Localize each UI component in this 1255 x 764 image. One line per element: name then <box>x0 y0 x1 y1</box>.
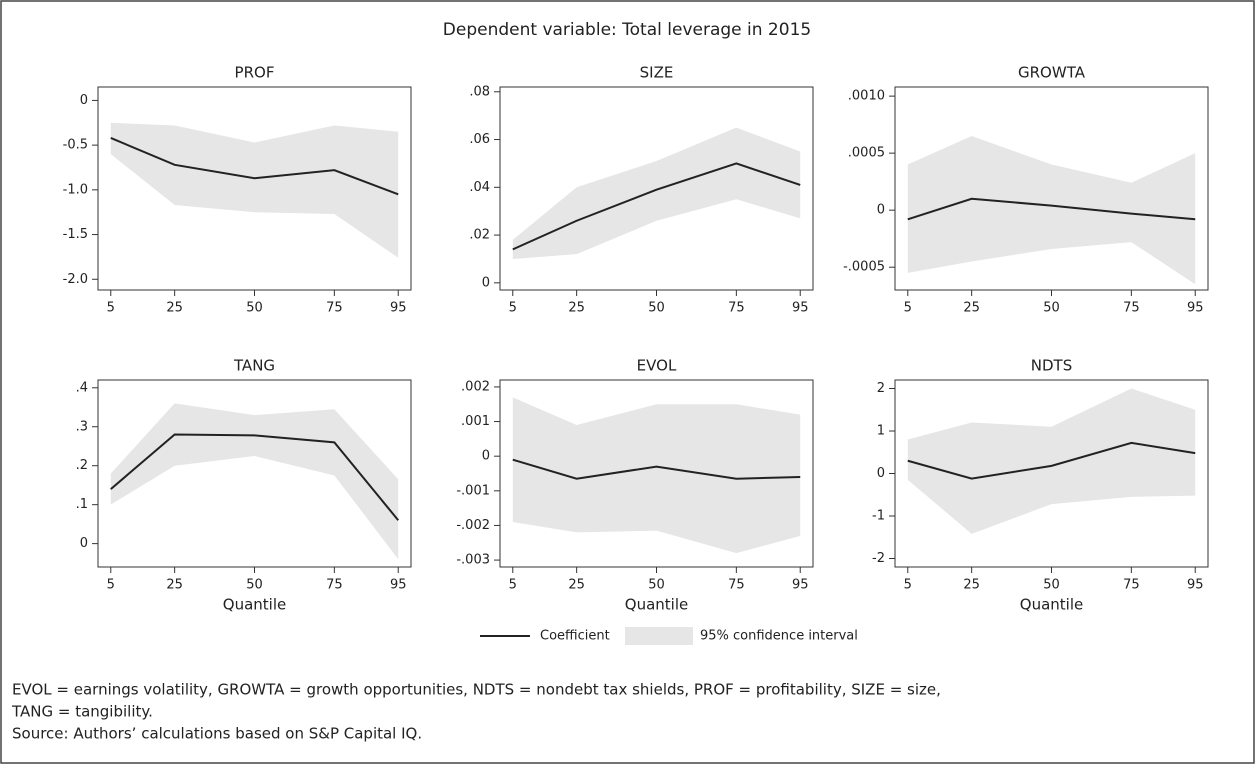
y-tick-label: .0005 <box>848 146 885 161</box>
x-tick-label: 75 <box>728 301 745 316</box>
x-tick-label: 5 <box>904 578 912 593</box>
y-tick-label: 0 <box>877 203 885 218</box>
y-tick-label: -2 <box>872 551 885 566</box>
y-tick-label: 0 <box>482 449 490 464</box>
y-tick-label: -1 <box>872 509 885 524</box>
note: Source: Authors’ calculations based on S… <box>12 725 422 743</box>
x-tick-label: 25 <box>963 301 980 316</box>
coefficient-line <box>110 433 399 521</box>
x-tick-label: 95 <box>1187 301 1204 316</box>
y-tick-label: .06 <box>469 132 490 147</box>
y-tick-label: 2 <box>877 381 885 396</box>
y-tick-label: .3 <box>76 419 88 434</box>
x-tick-label: 5 <box>107 578 115 593</box>
y-tick-label: 0 <box>80 536 88 551</box>
coefficient-line <box>512 162 801 251</box>
x-tick-label: 95 <box>792 578 809 593</box>
x-tick-label: 50 <box>1043 301 1060 316</box>
x-tick-label: 50 <box>648 578 665 593</box>
confidence-band <box>512 397 801 554</box>
x-tick-label: 50 <box>1043 578 1060 593</box>
x-tick-label: 75 <box>1123 301 1140 316</box>
y-tick-label: -.001 <box>456 483 490 498</box>
y-tick-label: .04 <box>469 180 490 195</box>
x-tick-label: 75 <box>1123 578 1140 593</box>
x-tick-label: 95 <box>792 301 809 316</box>
y-tick-label: .1 <box>76 497 88 512</box>
x-axis-label: Quantile <box>1020 596 1083 614</box>
confidence-band <box>907 136 1196 285</box>
x-tick-label: 95 <box>390 301 407 316</box>
y-tick-label: 0 <box>482 275 490 290</box>
y-tick-label: -1.5 <box>63 227 88 242</box>
panel-title: PROF <box>235 64 275 82</box>
y-tick-label: .0010 <box>848 89 885 104</box>
y-tick-label: -.003 <box>456 553 490 568</box>
y-tick-label: 0 <box>877 466 885 481</box>
y-tick-label: -1.0 <box>63 182 88 197</box>
y-tick-label: 0 <box>80 93 88 108</box>
panel-title: TANG <box>233 357 275 375</box>
y-tick-label: -.002 <box>456 518 490 533</box>
legend-label: 95% confidence interval <box>700 629 858 644</box>
coefficient-line <box>512 458 801 480</box>
y-tick-label: .2 <box>76 458 88 473</box>
x-tick-label: 75 <box>728 578 745 593</box>
y-tick-label: 1 <box>877 424 885 439</box>
y-tick-label: .02 <box>469 228 490 243</box>
coefficient-line <box>907 197 1196 221</box>
confidence-band <box>512 127 801 259</box>
legend-label: Coefficient <box>540 629 610 644</box>
x-tick-label: 25 <box>166 578 183 593</box>
x-tick-label: 25 <box>963 578 980 593</box>
y-tick-label: -2.0 <box>63 272 88 287</box>
figure-title: Dependent variable: Total leverage in 20… <box>443 20 811 40</box>
panel-title: SIZE <box>640 64 674 82</box>
x-axis-label: Quantile <box>625 596 688 614</box>
x-tick-label: 50 <box>648 301 665 316</box>
y-tick-label: .08 <box>469 84 490 99</box>
x-tick-label: 50 <box>246 301 263 316</box>
x-tick-label: 5 <box>509 301 517 316</box>
note: TANG = tangibility. <box>11 703 153 721</box>
x-tick-label: 5 <box>904 301 912 316</box>
x-tick-label: 95 <box>1187 578 1204 593</box>
y-tick-label: -.0005 <box>843 260 885 275</box>
x-tick-label: 75 <box>326 301 343 316</box>
panel-title: EVOL <box>637 357 677 375</box>
panel-title: NDTS <box>1031 357 1072 375</box>
y-tick-label: .4 <box>76 380 88 395</box>
x-axis-label: Quantile <box>223 596 286 614</box>
x-tick-label: 5 <box>509 578 517 593</box>
coefficient-line <box>110 137 399 196</box>
confidence-band <box>907 388 1196 534</box>
panel-title: GROWTA <box>1018 64 1086 82</box>
x-tick-label: 95 <box>390 578 407 593</box>
y-tick-label: -0.5 <box>63 138 88 153</box>
confidence-band <box>110 122 399 258</box>
coefficient-line <box>907 441 1196 480</box>
x-tick-label: 50 <box>246 578 263 593</box>
legend-swatch <box>625 627 693 645</box>
x-tick-label: 25 <box>166 301 183 316</box>
x-tick-label: 75 <box>326 578 343 593</box>
x-tick-label: 25 <box>568 301 585 316</box>
y-tick-label: .001 <box>461 414 490 429</box>
y-tick-label: .002 <box>461 379 490 394</box>
x-tick-label: 5 <box>107 301 115 316</box>
note: EVOL = earnings volatility, GROWTA = gro… <box>12 681 941 699</box>
x-tick-label: 25 <box>568 578 585 593</box>
